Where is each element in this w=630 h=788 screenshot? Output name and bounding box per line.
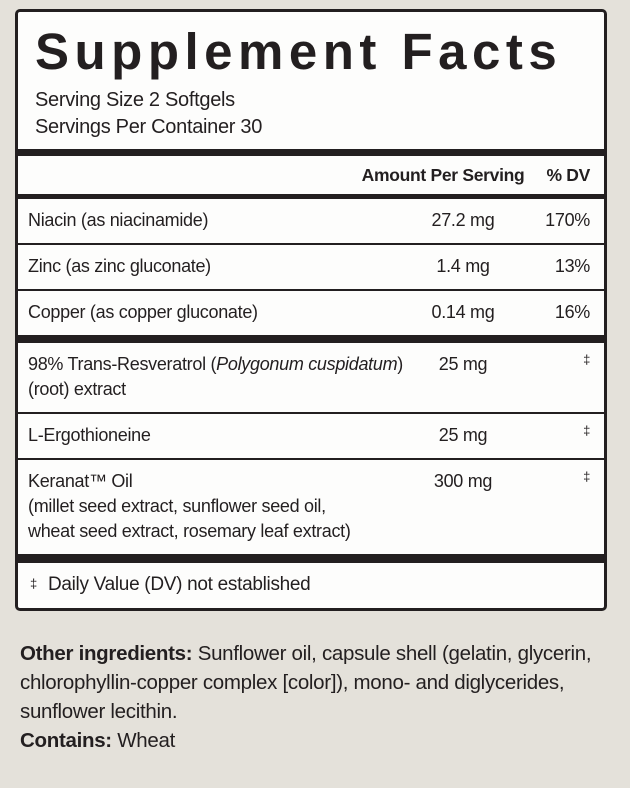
nutrient-dv: ‡ [583, 423, 590, 438]
divider-bar [18, 194, 604, 199]
nutrient-detail: (millet seed extract, sunflower seed oil… [28, 496, 326, 516]
nutrient-amount: 27.2 mg [431, 210, 495, 230]
nutrient-dv: 13% [554, 256, 590, 276]
divider-bar [18, 149, 604, 156]
nutrient-dv: 170% [545, 210, 590, 230]
serving-size-line: Serving Size 2 Softgels [35, 89, 235, 111]
nutrient-row-niacin: Niacin (as niacinamide) 27.2 mg 170% [18, 199, 604, 243]
percent-dv-header: % DV [546, 165, 590, 185]
nutrient-dv: ‡ [583, 469, 590, 484]
nutrient-amount: 25 mg [438, 425, 488, 445]
other-ingredients-text: Sunflower oil, capsule shell (gelatin, g… [20, 642, 592, 723]
nutrient-row-keranat-oil: Keranat™ Oil (millet seed extract, sunfl… [18, 458, 604, 554]
divider-bar [18, 335, 604, 343]
nutrient-row-zinc: Zinc (as zinc gluconate) 1.4 mg 13% [18, 243, 604, 289]
nutrient-name: L-Ergothioneine [28, 425, 151, 445]
amount-per-serving-header: Amount Per Serving [361, 165, 525, 185]
contains-text: Wheat [111, 729, 175, 752]
nutrient-dv: ‡ [583, 352, 590, 367]
ingredients-block: Other ingredients: Sunflower oil, capsul… [20, 639, 606, 755]
divider-bar [18, 554, 604, 563]
nutrient-row-copper: Copper (as copper gluconate) 0.14 mg 16% [18, 289, 604, 335]
nutrient-name: Niacin (as niacinamide) [28, 210, 209, 230]
nutrient-amount: 0.14 mg [431, 302, 495, 322]
nutrient-detail: (root) extract [28, 379, 126, 399]
latin-name: Polygonum cuspidatum [216, 354, 398, 374]
supplement-facts-panel: Supplement Facts Serving Size 2 Softgels… [15, 9, 607, 611]
contains-label: Contains: [20, 729, 112, 752]
daily-value-footnote: ‡ Daily Value (DV) not established [18, 563, 604, 608]
nutrient-row-resveratrol: 98% Trans-Resveratrol (Polygonum cuspida… [18, 343, 604, 412]
nutrient-row-ergothioneine: L-Ergothioneine 25 mg ‡ [18, 412, 604, 458]
nutrient-amount: 300 mg [433, 471, 493, 491]
nutrient-dv: 16% [554, 302, 590, 322]
nutrient-name: 98% Trans-Resveratrol (Polygonum cuspida… [28, 352, 404, 402]
other-ingredients-label: Other ingredients: [20, 642, 193, 665]
nutrient-name: Keranat™ Oil (millet seed extract, sunfl… [28, 469, 404, 544]
nutrient-amount: 25 mg [438, 354, 488, 374]
panel-header-block: Supplement Facts Serving Size 2 Softgels… [18, 12, 604, 149]
servings-per-container-line: Servings Per Container 30 [35, 116, 263, 138]
nutrient-detail: wheat seed extract, rosemary leaf extrac… [28, 521, 351, 541]
nutrient-amount: 1.4 mg [436, 256, 490, 276]
footnote-text: Daily Value (DV) not established [47, 574, 311, 595]
nutrient-name: Zinc (as zinc gluconate) [28, 256, 211, 276]
panel-title: Supplement Facts [35, 23, 563, 80]
dagger-symbol: ‡ [30, 576, 37, 591]
column-header-row: Amount Per Serving % DV [18, 156, 604, 194]
nutrient-name: Copper (as copper gluconate) [28, 302, 258, 322]
